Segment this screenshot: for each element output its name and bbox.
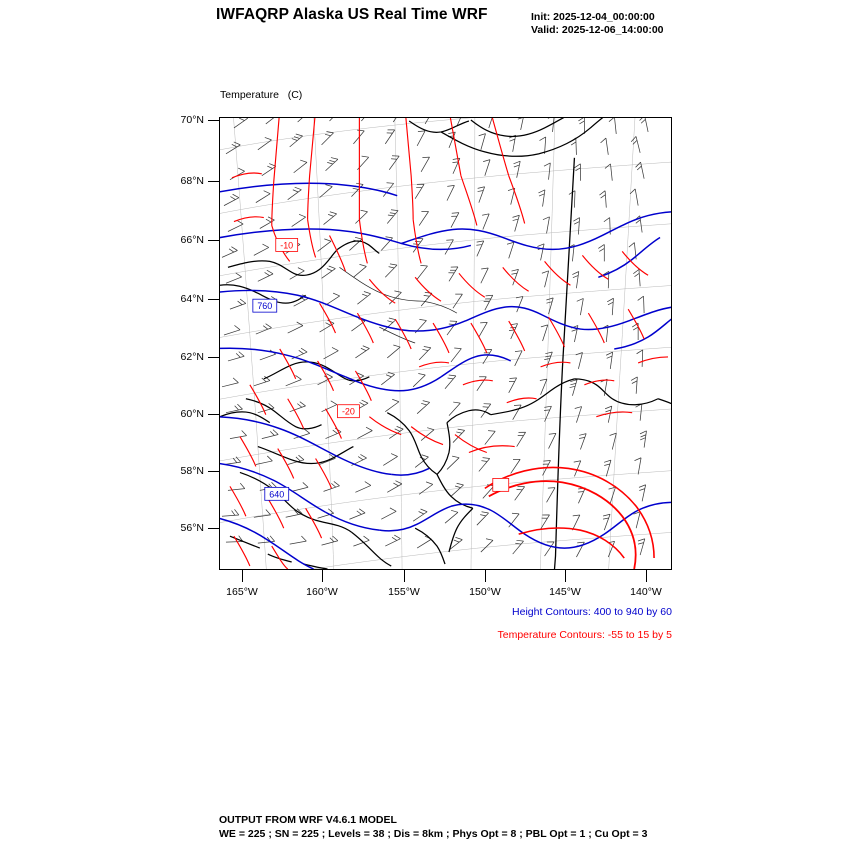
lat-tick-70: [208, 120, 220, 122]
temperature-contour-caption: Temperature Contours: -55 to 15 by 5: [497, 629, 672, 641]
contour-label-layer: 760 640 -10 -20: [252, 238, 510, 501]
wind-barb-field: [221, 118, 649, 558]
height-contour-caption: Height Contours: 400 to 940 by 60: [512, 606, 672, 618]
lat-tick-66: [208, 240, 220, 242]
lat-tick-56: [208, 528, 220, 530]
lon-label-150: 150°W: [469, 586, 501, 598]
valid-time-label: Valid: 2025-12-06_14:00:00: [531, 24, 664, 36]
lat-tick-68: [208, 181, 220, 183]
temperature-contour-label: [492, 478, 510, 492]
lon-tick-160: [322, 570, 324, 582]
map-plot-area: 760 640 -10 -20: [219, 117, 672, 570]
footer-config-line: WE = 225 ; SN = 225 ; Levels = 38 ; Dis …: [219, 827, 648, 840]
temperature-contour-label: -20: [337, 404, 360, 419]
lon-label-165: 165°W: [226, 586, 258, 598]
lat-label-64: 64°N: [180, 293, 204, 305]
lat-label-66: 66°N: [180, 234, 204, 246]
lat-label-70: 70°N: [180, 114, 204, 126]
lon-tick-145: [565, 570, 567, 582]
footer-model-line: OUTPUT FROM WRF V4.6.1 MODEL: [219, 814, 397, 826]
temperature-contour-label: -10: [275, 238, 299, 252]
lat-tick-58: [208, 471, 220, 473]
svg-text:-10: -10: [280, 240, 293, 250]
lon-tick-140: [646, 570, 648, 582]
height-contour-layer: [220, 182, 671, 569]
lat-label-68: 68°N: [180, 175, 204, 187]
height-contour-label: 640: [264, 486, 290, 501]
coastline-layer: [220, 118, 671, 569]
lat-tick-64: [208, 299, 220, 301]
variable-key-temperature: Temperature (C): [220, 89, 303, 102]
lat-tick-62: [208, 357, 220, 359]
lon-label-155: 155°W: [388, 586, 420, 598]
graticule-lines: [220, 118, 671, 569]
lon-label-145: 145°W: [549, 586, 581, 598]
lon-tick-155: [404, 570, 406, 582]
temperature-contour-layer: [229, 118, 669, 569]
lat-tick-60: [208, 414, 220, 416]
page-title: IWFAQRP Alaska US Real Time WRF: [216, 6, 488, 23]
lon-tick-150: [485, 570, 487, 582]
lat-label-60: 60°N: [180, 408, 204, 420]
lon-label-140: 140°W: [630, 586, 662, 598]
lat-label-58: 58°N: [180, 465, 204, 477]
init-time-label: Init: 2025-12-04_00:00:00: [531, 11, 655, 23]
model-config-footer: OUTPUT FROM WRF V4.6.1 MODEL WE = 225 ; …: [219, 814, 647, 841]
svg-text:-20: -20: [342, 407, 355, 417]
svg-text:640: 640: [269, 489, 284, 499]
svg-text:760: 760: [257, 301, 272, 311]
lat-label-62: 62°N: [180, 351, 204, 363]
height-contour-label: 760: [252, 298, 278, 313]
lat-label-56: 56°N: [180, 522, 204, 534]
map-canvas: 760 640 -10 -20: [220, 118, 671, 569]
model-times: Init: 2025-12-04_00:00:00 Valid: 2025-12…: [531, 11, 664, 37]
lon-label-160: 160°W: [306, 586, 338, 598]
lon-tick-165: [242, 570, 244, 582]
